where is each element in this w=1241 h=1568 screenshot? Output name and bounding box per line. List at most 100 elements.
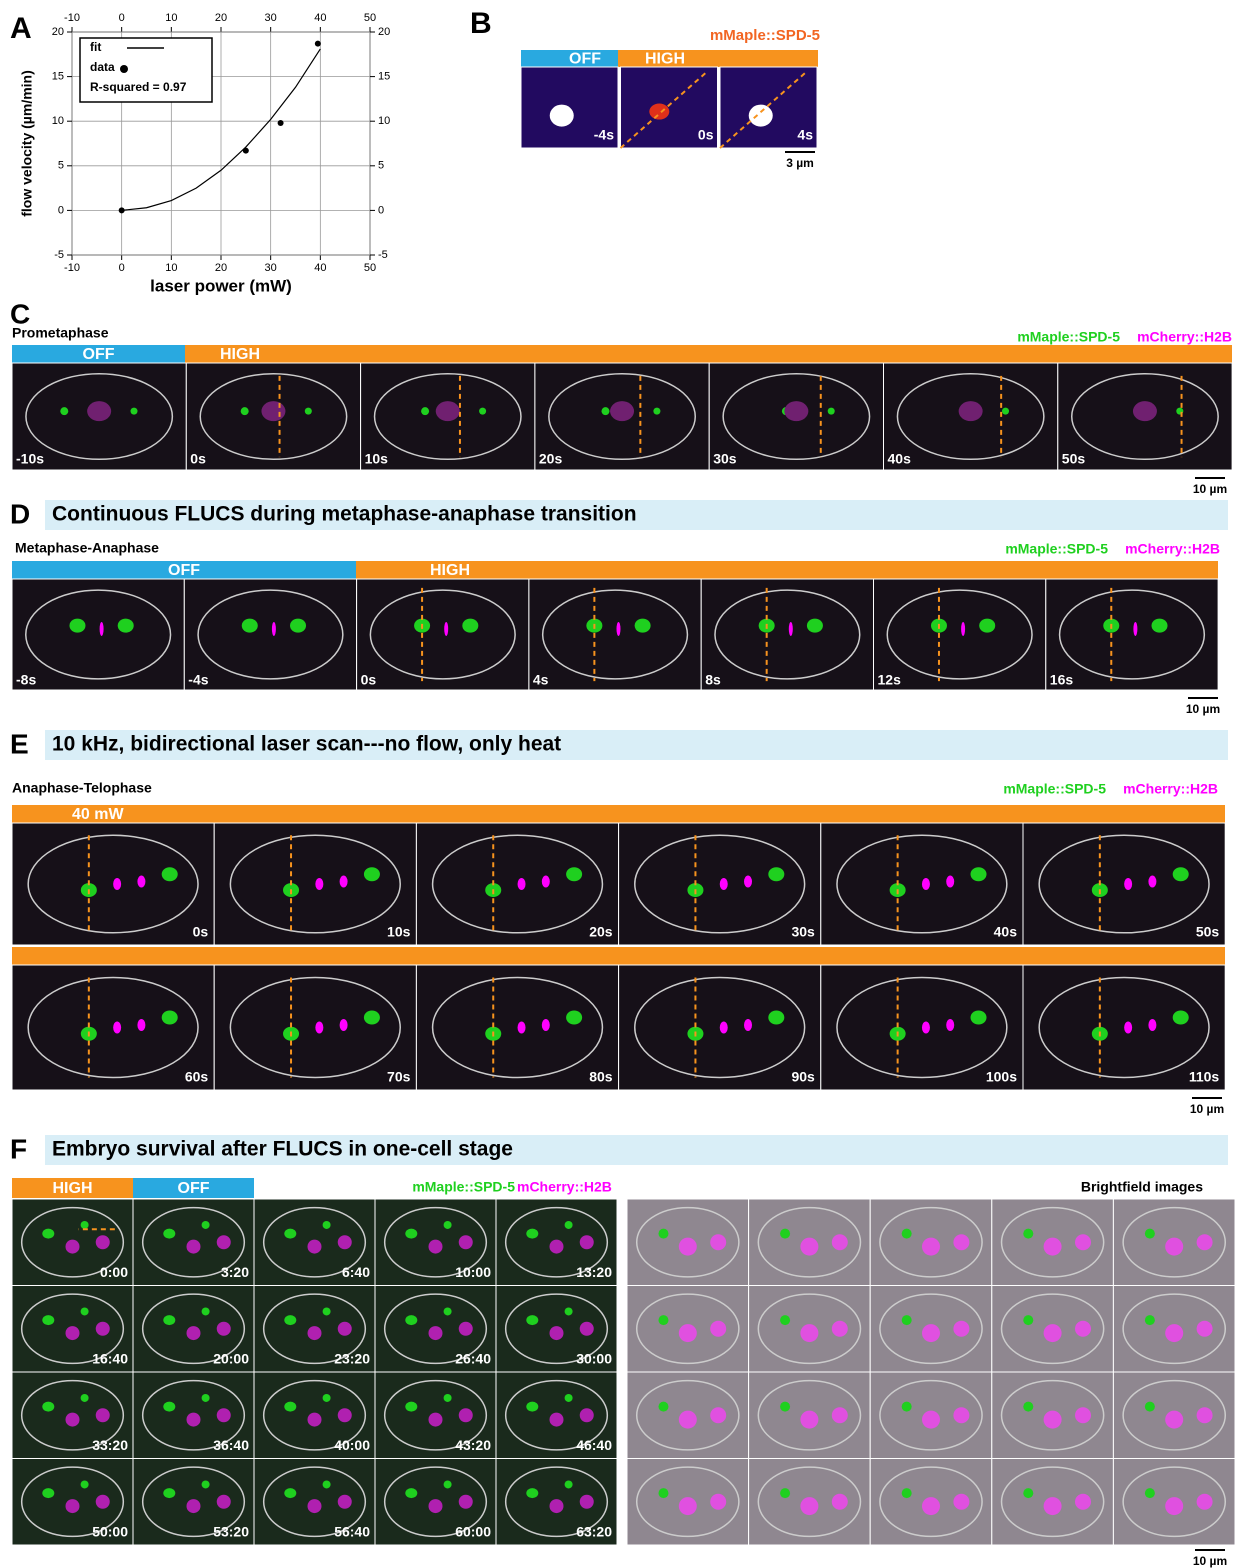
fluorescent-spot bbox=[290, 619, 306, 633]
fluorescent-spot bbox=[1124, 1022, 1132, 1034]
fluorescent-spot bbox=[163, 1402, 175, 1412]
fluorescent-spot bbox=[1197, 1321, 1213, 1337]
fluorescent-spot bbox=[953, 1494, 969, 1510]
time-label: -4s bbox=[594, 127, 614, 143]
fluorescent-spot bbox=[1145, 1402, 1155, 1412]
x-tick-label: 10 bbox=[165, 12, 177, 24]
time-label: 10s bbox=[387, 924, 411, 940]
legend-label: fit bbox=[90, 40, 101, 54]
fluorescent-spot bbox=[284, 1402, 296, 1412]
fluorescent-spot bbox=[96, 1322, 110, 1336]
fluorescent-spot bbox=[202, 1480, 210, 1488]
fluorescent-spot bbox=[66, 1326, 80, 1340]
fluorescent-spot bbox=[902, 1229, 912, 1239]
fluorescent-spot bbox=[789, 622, 793, 636]
fluorescent-spot bbox=[959, 401, 983, 421]
fluorescent-spot bbox=[768, 1011, 784, 1025]
time-label: 0s bbox=[361, 672, 377, 688]
fluorescent-spot bbox=[1152, 619, 1168, 633]
fluorescent-spot bbox=[42, 1402, 54, 1412]
fluorescent-spot bbox=[946, 1019, 954, 1031]
fluorescent-spot bbox=[653, 408, 660, 415]
time-label: 23:20 bbox=[334, 1351, 370, 1367]
fluorescent-spot bbox=[922, 1411, 940, 1429]
fluorescent-spot bbox=[338, 1408, 352, 1422]
fluorescent-spot bbox=[444, 1480, 452, 1488]
fluorescent-spot bbox=[60, 407, 68, 415]
fluorescent-spot bbox=[1165, 1324, 1183, 1342]
time-label: 10s bbox=[365, 451, 389, 467]
fluorescent-spot bbox=[137, 1019, 145, 1031]
time-label: 63:20 bbox=[576, 1524, 612, 1540]
fluorescent-spot bbox=[580, 1495, 594, 1509]
fluorescent-spot bbox=[649, 104, 669, 120]
y-tick-label: 20 bbox=[378, 26, 390, 38]
data-point bbox=[278, 120, 284, 126]
panel-letter: D bbox=[10, 498, 30, 529]
fluorescent-spot bbox=[96, 1408, 110, 1422]
fluorescent-spot bbox=[679, 1411, 697, 1429]
fluorescent-spot bbox=[1044, 1238, 1062, 1256]
fluorescent-spot bbox=[405, 1315, 417, 1325]
time-label: 40s bbox=[994, 924, 1018, 940]
fluorescent-spot bbox=[658, 1402, 668, 1412]
time-label: 110s bbox=[1189, 1069, 1220, 1085]
fluorescent-spot bbox=[780, 1402, 790, 1412]
fluorescent-spot bbox=[1145, 1229, 1155, 1239]
fluorescent-spot bbox=[953, 1321, 969, 1337]
fluorescent-spot bbox=[436, 401, 460, 421]
condition-bar bbox=[185, 345, 1232, 363]
y-tick-label: 10 bbox=[378, 115, 390, 127]
fluorescent-spot bbox=[902, 1402, 912, 1412]
fluorescent-spot bbox=[1145, 1315, 1155, 1325]
time-label: 8s bbox=[705, 672, 721, 688]
condition-label: OFF bbox=[83, 346, 115, 363]
fluorescent-spot bbox=[1023, 1402, 1033, 1412]
fluorescent-spot bbox=[323, 1307, 331, 1315]
fluorescent-spot bbox=[1133, 622, 1137, 636]
scale-label: 3 µm bbox=[786, 156, 814, 170]
fluorescent-spot bbox=[284, 1315, 296, 1325]
time-label: 0s bbox=[190, 451, 206, 467]
time-label: 90s bbox=[791, 1069, 815, 1085]
annotation: R-squared = 0.97 bbox=[90, 80, 187, 94]
fluorescent-spot bbox=[902, 1315, 912, 1325]
fluorescent-spot bbox=[338, 1322, 352, 1336]
fluorescent-spot bbox=[635, 619, 651, 633]
fluorescent-spot bbox=[284, 1488, 296, 1498]
fluorescent-spot bbox=[421, 407, 429, 415]
fluorescent-spot bbox=[187, 1499, 201, 1513]
fluorescent-spot bbox=[163, 1488, 175, 1498]
fluorescent-spot bbox=[202, 1307, 210, 1315]
stage-label: Prometaphase bbox=[12, 325, 109, 341]
fluorescent-spot bbox=[922, 878, 930, 890]
x-tick-label: 50 bbox=[364, 262, 376, 274]
fluorescent-spot bbox=[459, 1408, 473, 1422]
time-label: 20s bbox=[539, 451, 563, 467]
fluorescent-spot bbox=[1165, 1497, 1183, 1515]
panel-title: Continuous FLUCS during metaphase-anapha… bbox=[52, 503, 637, 526]
fluorescent-spot bbox=[922, 1022, 930, 1034]
fluorescent-spot bbox=[338, 1495, 352, 1509]
fluorescent-spot bbox=[202, 1221, 210, 1229]
fluorescent-spot bbox=[550, 1413, 564, 1427]
x-tick-label: 20 bbox=[215, 12, 227, 24]
fluorescent-spot bbox=[405, 1402, 417, 1412]
channel-label: mCherry::H2B bbox=[1123, 781, 1218, 797]
time-label: 20s bbox=[589, 924, 613, 940]
fluorescent-spot bbox=[444, 1307, 452, 1315]
time-label: 3:20 bbox=[221, 1264, 249, 1280]
x-tick-label: 30 bbox=[265, 12, 277, 24]
fluorescent-spot bbox=[1173, 1011, 1189, 1025]
fluorescent-spot bbox=[710, 1407, 726, 1423]
fluorescent-spot bbox=[971, 867, 987, 881]
fluorescent-spot bbox=[81, 1221, 89, 1229]
x-tick-label: 30 bbox=[265, 262, 277, 274]
fluorescent-spot bbox=[429, 1413, 443, 1427]
fluorescent-spot bbox=[780, 1229, 790, 1239]
fluorescent-spot bbox=[1075, 1407, 1091, 1423]
fluorescent-spot bbox=[308, 1499, 322, 1513]
x-tick-label: 0 bbox=[119, 262, 125, 274]
fluorescent-spot bbox=[1023, 1488, 1033, 1498]
fluorescent-spot bbox=[1075, 1321, 1091, 1337]
